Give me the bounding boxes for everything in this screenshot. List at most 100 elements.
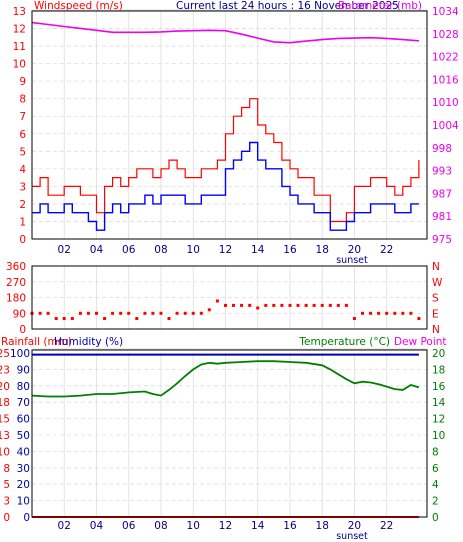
- wind-x-axis: 02 04 06 08 10 12 14 16 18 20 22: [58, 244, 394, 256]
- direction-plot-frame: [31, 265, 428, 330]
- direction-degree-label: 360: [6, 261, 26, 273]
- rainfall-tick-label: 18: [0, 397, 10, 409]
- barometer-tick-label: 1004: [432, 120, 459, 132]
- rainfall-tick-label: 8: [3, 463, 10, 475]
- direction-point: [409, 311, 413, 315]
- direction-series: [30, 299, 421, 320]
- sunset-label: sunset: [336, 255, 368, 266]
- temperature-plot-frame: [31, 349, 428, 518]
- direction-point: [336, 303, 340, 307]
- windspeed-tick-label: 2: [19, 199, 26, 211]
- temperature-x-tick-label: 04: [90, 520, 104, 532]
- direction-compass-label: N: [432, 261, 440, 273]
- direction-point: [264, 303, 268, 307]
- direction-degree-label: 180: [6, 293, 26, 305]
- direction-compass-label: S: [432, 293, 439, 305]
- windspeed-tick-label: 12: [13, 24, 26, 36]
- direction-point: [417, 317, 421, 320]
- direction-point: [78, 311, 82, 315]
- barometer-tick-label: 981: [432, 211, 452, 223]
- temperature-tick-label: 6: [432, 463, 439, 475]
- direction-degree-label: 270: [6, 277, 26, 289]
- wind-x-tick-label: 06: [122, 244, 136, 256]
- wind-x-tick-label: 12: [219, 244, 232, 256]
- direction-point: [361, 311, 364, 315]
- temperature-x-tick-label: 16: [283, 520, 297, 532]
- humidity-tick-label: 90: [17, 364, 30, 376]
- rainfall-axis-title: Rainfall (mm): [1, 336, 72, 348]
- windspeed-tick-label: 5: [19, 146, 26, 158]
- direction-point: [377, 311, 381, 315]
- humidity-tick-label: 60: [17, 414, 30, 426]
- windspeed-tick-label: 6: [19, 129, 26, 141]
- humidity-tick-label: 10: [17, 496, 30, 508]
- direction-point: [111, 311, 115, 315]
- barometer-tick-label: 1010: [432, 97, 459, 109]
- direction-degree-label: 0: [19, 324, 26, 336]
- barometer-tick-label: 1034: [432, 6, 459, 18]
- temperature-tick-label: 10: [432, 430, 445, 442]
- wind-x-tick-label: 16: [283, 244, 297, 256]
- direction-point: [369, 311, 373, 315]
- humidity-tick-label: 0: [23, 512, 30, 524]
- direction-point: [183, 311, 187, 315]
- sunset-label-bottom: sunset: [336, 531, 368, 542]
- temperature-line: [31, 360, 420, 398]
- direction-compass-label: N: [432, 324, 440, 336]
- barometer-axis-title: Barometer (mb): [338, 0, 422, 12]
- windspeed-tick-label: 0: [19, 234, 26, 246]
- direction-point: [296, 303, 300, 307]
- chart-title: Current last 24 hours : 16 November 2025: [176, 0, 399, 12]
- temperature-x-axis: 02 04 06 08 10 12 14 16 18 20 22: [58, 520, 394, 532]
- barometer-axis: 975 981 987 993 998 1004 1010 1016 1022 1028 1034: [432, 6, 459, 246]
- direction-point: [256, 306, 260, 310]
- temperature-tick-label: 14: [432, 397, 446, 409]
- direction-point: [175, 311, 179, 315]
- barometer-tick-label: 1028: [432, 29, 459, 41]
- temperature-x-tick-label: 02: [58, 520, 71, 532]
- temperature-tick-label: 16: [432, 381, 446, 393]
- gust-line: [32, 98, 420, 223]
- windspeed-tick-label: 1: [19, 216, 26, 228]
- windspeed-tick-label: 7: [19, 111, 26, 123]
- humidity-tick-label: 20: [17, 479, 30, 491]
- direction-point: [143, 311, 147, 315]
- windspeed-tick-label: 4: [19, 164, 26, 176]
- barometer-tick-label: 998: [432, 143, 452, 155]
- direction-point: [86, 311, 90, 315]
- direction-point: [272, 303, 276, 307]
- rainfall-tick-label: 15: [0, 414, 10, 426]
- direction-point: [344, 303, 348, 307]
- direction-point: [62, 317, 66, 320]
- direction-compass-label: E: [432, 308, 439, 320]
- humidity-axis: 0 10 20 30 40 50 60 70 80 90 100: [10, 348, 30, 524]
- rainfall-tick-label: 13: [0, 430, 10, 442]
- temperature-tick-label: 2: [432, 496, 439, 508]
- humidity-tick-label: 40: [17, 446, 30, 458]
- windspeed-tick-label: 3: [19, 181, 26, 193]
- direction-point: [46, 311, 50, 315]
- direction-point: [248, 303, 252, 307]
- temperature-x-tick-label: 14: [251, 520, 265, 532]
- dew-point-title: Dew Point: [394, 336, 447, 348]
- windspeed-tick-label: 8: [19, 94, 26, 106]
- direction-point: [95, 311, 98, 315]
- direction-point: [288, 303, 292, 307]
- direction-point: [135, 317, 139, 320]
- temperature-humidity-panel: Rainfall (mm) Humidity (%) Temperature (…: [0, 336, 447, 542]
- humidity-tick-label: 100: [10, 348, 30, 360]
- direction-degree-label: 90: [13, 308, 26, 320]
- rainfall-axis: 0 3 5 8 10 13 15 18 20 23 25: [0, 348, 10, 524]
- barometer-tick-label: 1016: [432, 74, 459, 86]
- rainfall-tick-label: 5: [3, 479, 10, 491]
- temperature-x-tick-label: 08: [154, 520, 167, 532]
- windspeed-axis-title: Windspeed (m/s): [34, 0, 123, 12]
- direction-point: [38, 311, 42, 315]
- temperature-tick-label: 20: [432, 348, 445, 360]
- direction-point: [312, 303, 316, 307]
- direction-point: [199, 311, 203, 315]
